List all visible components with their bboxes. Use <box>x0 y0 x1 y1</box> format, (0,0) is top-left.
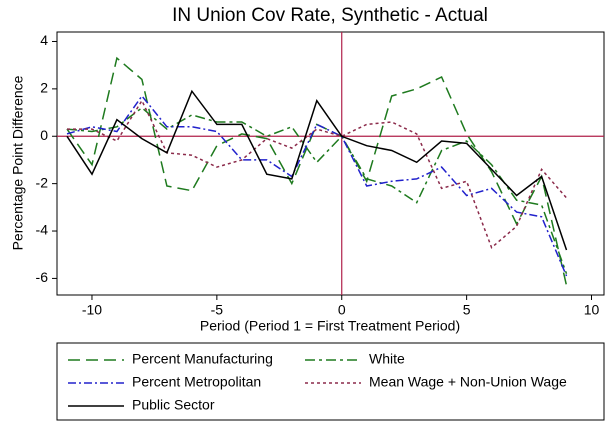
plot-frame <box>56 31 605 296</box>
chart-title: IN Union Cov Rate, Synthetic - Actual <box>172 5 488 26</box>
y-tick-label: 2 <box>40 80 48 96</box>
legend-label: Mean Wage + Non-Union Wage <box>369 374 567 390</box>
legend-label: Percent Manufacturing <box>132 351 273 367</box>
legend-box <box>56 342 605 421</box>
legend-label: Percent Metropolitan <box>132 374 261 390</box>
x-tick-label: -10 <box>82 302 102 318</box>
x-tick-label: 10 <box>584 302 600 318</box>
series-line <box>67 99 568 249</box>
legend-label: White <box>369 351 405 367</box>
series-line <box>66 56 568 286</box>
series-line <box>66 94 568 277</box>
x-axis-title: Period (Period 1 = First Treatment Perio… <box>200 318 460 334</box>
x-tick-label: 0 <box>338 302 346 318</box>
y-axis-title: Percentage Point Difference <box>10 75 26 250</box>
x-tick-label: 5 <box>463 302 471 318</box>
x-tick-label: -5 <box>211 302 224 318</box>
series-line <box>66 89 568 251</box>
y-tick-label: 0 <box>40 127 48 143</box>
y-tick-label: -2 <box>36 174 49 190</box>
y-tick-label: 4 <box>40 32 48 48</box>
y-tick-label: -4 <box>36 222 49 238</box>
legend-label: Public Sector <box>132 397 215 413</box>
y-tick-label: -6 <box>36 269 49 285</box>
series-line <box>66 106 568 274</box>
